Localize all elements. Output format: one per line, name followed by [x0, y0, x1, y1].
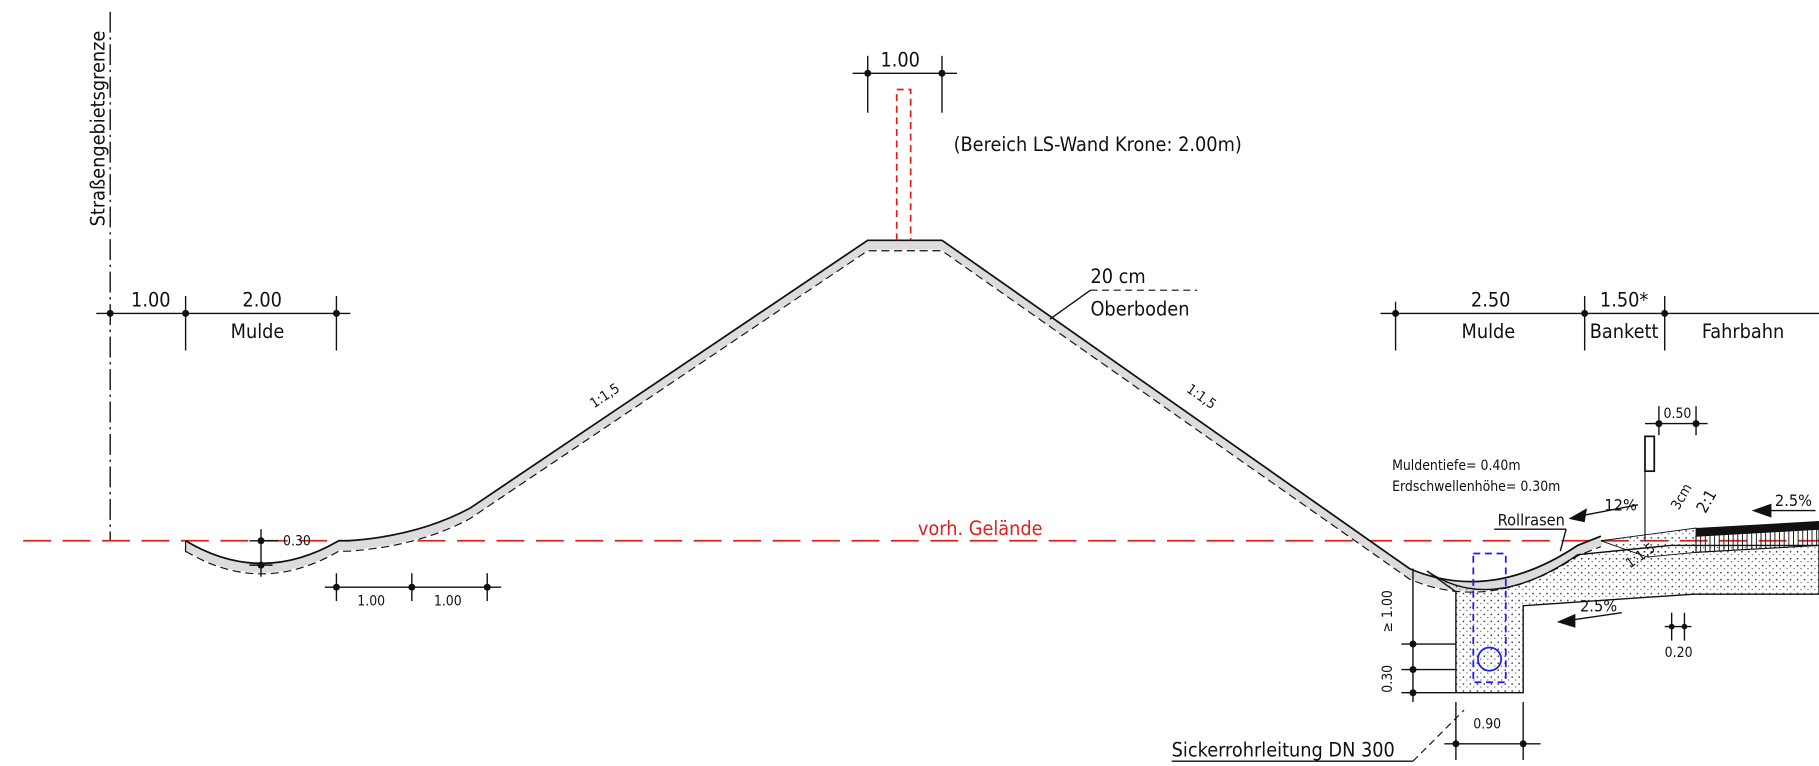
label: 2.5% — [1775, 491, 1812, 510]
label: 2.50 — [1471, 288, 1511, 311]
boundary: Straßengebietsgrenze — [86, 11, 111, 541]
drawing-line — [1577, 504, 1639, 518]
drawing-line — [1409, 666, 1417, 674]
label: 2.5% — [1580, 597, 1617, 616]
drawing-line — [183, 240, 1603, 591]
drain: ≥ 1.00 0.30 0.90 Sickerrohrleitung DN 30… — [1172, 552, 1541, 762]
drawing-line — [257, 537, 265, 545]
label: 1.00 — [434, 594, 462, 610]
drawing-line — [106, 309, 114, 317]
drawing-line — [1568, 508, 1587, 523]
label: 0.20 — [1665, 645, 1693, 661]
drawing-line — [1655, 420, 1663, 428]
label: 20 cm — [1090, 265, 1145, 288]
drawing-line — [257, 561, 265, 569]
label: Mulde — [1462, 320, 1516, 343]
drawing-line — [895, 88, 912, 241]
label: 1.00 — [131, 288, 171, 311]
label: Muldentiefe= 0.40m — [1392, 458, 1520, 474]
drawing-line — [1644, 435, 1656, 473]
drawing-line — [1681, 623, 1688, 630]
drawing-line — [1477, 646, 1503, 672]
drawing-line — [1600, 527, 1697, 558]
right-dimensions: 2.50 1.50* Mulde Bankett Fahrbahn — [1380, 288, 1819, 351]
drawing-line — [1559, 528, 1567, 552]
label: 2:1 — [1692, 486, 1720, 516]
label: Erdschwellenhöhe= 0.30m — [1392, 479, 1560, 495]
drawing-line — [1668, 623, 1675, 630]
label: Fahrbahn — [1702, 320, 1784, 343]
drawing-line — [332, 583, 340, 591]
drawing-line — [332, 309, 340, 317]
drawing-line — [938, 69, 946, 77]
drawing-line — [1426, 544, 1819, 694]
label: Mulde — [231, 320, 285, 343]
label: 12% — [1604, 496, 1637, 515]
drawing-line — [1412, 709, 1465, 762]
drawing-line — [185, 239, 1602, 583]
label: Straßengebietsgrenze — [86, 31, 109, 227]
drawing-line — [1519, 740, 1527, 748]
label: 0.30 — [1380, 665, 1396, 693]
drawing-line — [483, 583, 491, 591]
embankment: 1:1,5 1:1,5 — [183, 239, 1603, 593]
label: vorh. Gelände — [918, 517, 1043, 540]
drawing-line — [864, 69, 872, 77]
drawing-line — [1452, 740, 1460, 748]
drawing-line — [1049, 289, 1091, 320]
ground-line: vorh. Gelände — [23, 517, 1819, 542]
wall: 1.00 (Bereich LS-Wand Krone: 2.00m) — [852, 48, 1242, 241]
drawing-line — [182, 309, 190, 317]
label: 0.90 — [1473, 717, 1501, 733]
label: 1:1,5 — [587, 381, 623, 412]
label: 1.00 — [880, 48, 920, 71]
drawing-line — [1409, 689, 1417, 697]
label: Bankett — [1590, 320, 1659, 343]
drawing-line — [1696, 521, 1819, 537]
drawing-line — [1581, 309, 1589, 317]
label: 3cm — [1668, 481, 1695, 512]
label: 1:1,5 — [1183, 381, 1218, 413]
drawing-line — [1472, 552, 1507, 684]
label: 1.50* — [1600, 288, 1648, 311]
drawing-line — [1751, 503, 1772, 518]
label: 0.50 — [1664, 406, 1692, 422]
label: ≥ 1.00 — [1380, 590, 1396, 632]
label: Rollrasen — [1498, 511, 1565, 530]
label: (Bereich LS-Wand Krone: 2.00m) — [954, 133, 1242, 156]
drawing-line — [1692, 420, 1700, 428]
drawing-line — [1556, 613, 1576, 628]
road-section: 0.50 Muldentiefe= 0.40m Erdschwellenhöhe… — [1392, 406, 1819, 694]
label: Oberboden — [1090, 298, 1189, 321]
drawing-line — [408, 583, 416, 591]
label: 1.00 — [357, 594, 385, 610]
left-dimensions: 1.00 2.00 Mulde 0.30 1.00 1.00 — [96, 288, 502, 610]
label: Sickerrohrleitung DN 300 — [1172, 739, 1395, 762]
drawing-line — [1409, 640, 1417, 648]
label: 2.00 — [242, 288, 282, 311]
topsoil-note: 20 cm Oberboden — [1049, 265, 1198, 321]
drawing-line — [1661, 309, 1669, 317]
label: 0.30 — [283, 533, 311, 549]
drawing-line — [1392, 309, 1400, 317]
